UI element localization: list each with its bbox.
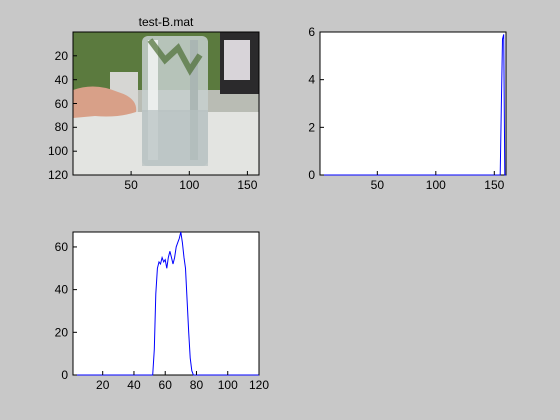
tick-label: 50 <box>124 178 138 192</box>
tick-label: 150 <box>237 178 257 192</box>
y-tick-label: 20 <box>55 325 69 339</box>
y-tick-label: 2 <box>308 120 315 134</box>
x-tick-label: 100 <box>218 378 238 392</box>
axes-box <box>73 232 259 375</box>
y-tick-label: 40 <box>55 283 69 297</box>
y-tick-label: 0 <box>61 368 68 382</box>
x-tick-label: 50 <box>371 178 385 192</box>
subplot-image: test-B.mat <box>48 15 259 192</box>
x-tick-label: 80 <box>190 378 204 392</box>
subplot-column-profile: 50 100 150 0 2 4 6 <box>308 25 506 192</box>
y-tick-label: 0 <box>308 168 315 182</box>
tick-label: 80 <box>55 120 69 134</box>
x-tick-label: 150 <box>484 178 504 192</box>
y-tick-label: 4 <box>308 73 315 87</box>
x-tick-label: 20 <box>96 378 110 392</box>
tick-label: 120 <box>48 168 68 182</box>
x-tick-label: 60 <box>159 378 173 392</box>
x-tick-label: 40 <box>127 378 141 392</box>
camera-image <box>73 32 259 175</box>
tick-label: 100 <box>48 144 68 158</box>
tick-label: 40 <box>55 73 69 87</box>
tick-label: 60 <box>55 97 69 111</box>
axes-box <box>320 32 506 175</box>
y-tick-label: 60 <box>55 240 69 254</box>
x-tick-label: 100 <box>426 178 446 192</box>
subplot-title: test-B.mat <box>139 15 194 29</box>
x-tick-label: 120 <box>249 378 269 392</box>
subplot-row-profile: 20 40 60 80 100 120 0 20 40 60 <box>55 232 270 392</box>
y-tick-label: 6 <box>308 25 315 39</box>
tick-label: 20 <box>55 49 69 63</box>
tick-label: 100 <box>179 178 199 192</box>
